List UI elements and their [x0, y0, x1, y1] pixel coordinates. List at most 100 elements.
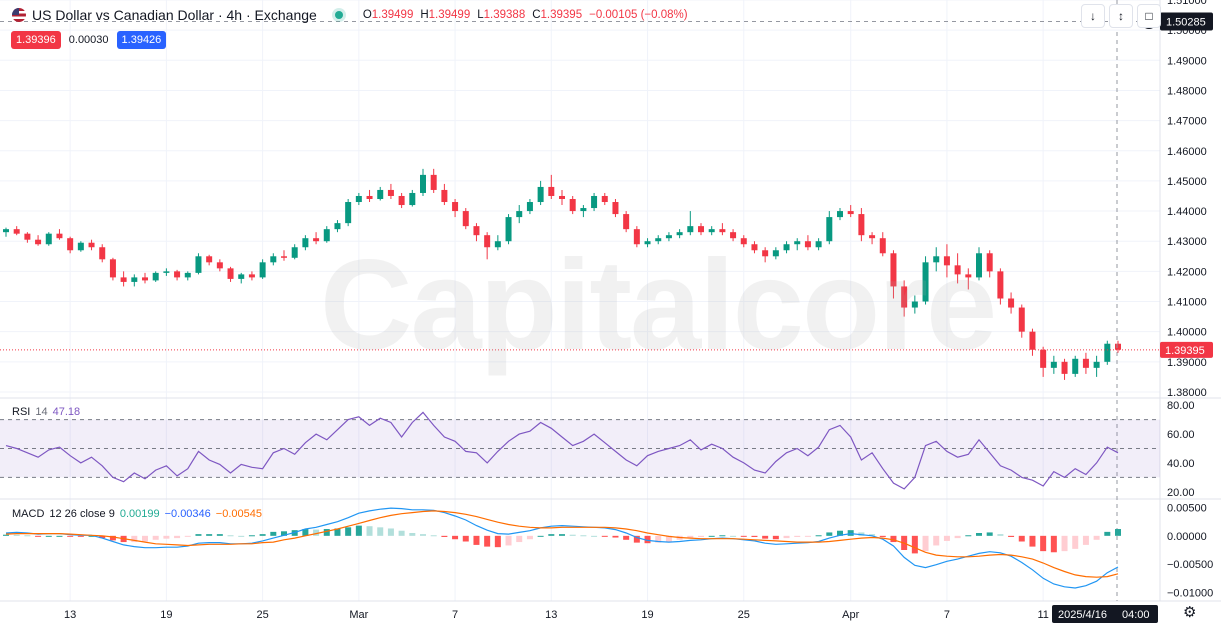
macd-legend[interactable]: MACD 12 26 close 9 0.00199 −0.00346 −0.0…	[12, 508, 262, 520]
macd-histogram-bar	[922, 535, 929, 552]
candle-body	[270, 256, 277, 263]
buy-price-button[interactable]: 1.39426	[116, 31, 167, 49]
macd-histogram-bar	[345, 527, 352, 536]
ohlc-readout: O1.39499 H1.39499 L1.39388 C1.39395 −0.0…	[363, 9, 688, 21]
macd-histogram-bar	[879, 535, 886, 537]
candle-body	[1040, 349, 1047, 368]
candle-body	[334, 223, 341, 230]
macd-histogram-bar	[1093, 535, 1100, 540]
candle-body	[248, 274, 255, 278]
candle-body	[526, 202, 533, 212]
macd-histogram-bar	[334, 528, 341, 536]
candle-body	[676, 232, 683, 236]
candle-body	[345, 202, 352, 224]
cursor-date-tag	[1052, 605, 1158, 623]
time-tick-label: 25	[256, 609, 268, 621]
macd-line	[5, 507, 1119, 589]
candle-body	[922, 262, 929, 302]
candle-body	[302, 238, 309, 248]
price-tick-label: 1.51000	[1167, 0, 1207, 7]
macd-histogram-bar	[13, 534, 20, 536]
candle-body	[537, 186, 544, 203]
candle-body	[772, 250, 779, 257]
macd-histogram-bar	[152, 535, 159, 540]
candle-body	[591, 195, 598, 209]
macd-histogram-bar	[698, 535, 704, 537]
candle-body	[366, 195, 373, 199]
candle-body	[398, 195, 405, 206]
macd-histogram-bar	[976, 533, 982, 536]
fullscreen-icon[interactable]: □	[1137, 4, 1161, 28]
candle-body	[655, 238, 662, 242]
candle-body	[826, 217, 833, 242]
macd-histogram-bar	[623, 535, 630, 540]
crosshair-price-label: 1.50285	[1166, 17, 1206, 29]
macd-histogram-value: 0.00199	[119, 508, 160, 520]
rsi-tick-label: 60.00	[1167, 429, 1195, 441]
time-tick-label: 25	[738, 609, 750, 621]
macd-histogram-bar	[911, 535, 918, 554]
candle-body	[88, 242, 95, 248]
price-tick-label: 1.42000	[1167, 266, 1207, 278]
candle-body	[601, 195, 608, 203]
sell-price-button[interactable]: 1.39396	[11, 31, 61, 49]
candle-body	[227, 268, 234, 279]
rsi-legend[interactable]: RSI 14 47.18	[12, 406, 80, 418]
candle-body	[997, 271, 1004, 299]
macd-histogram-bar	[142, 535, 148, 542]
macd-tick-label: −0.00500	[1167, 559, 1213, 571]
candle-body	[1104, 343, 1111, 362]
high-value: 1.39499	[428, 9, 471, 21]
rsi-tick-label: 40.00	[1167, 458, 1195, 470]
candle-body	[740, 238, 747, 245]
macd-histogram-bar	[1072, 535, 1079, 549]
macd-signal-line	[5, 510, 1119, 578]
low-key: L	[477, 9, 484, 21]
collapse-icon[interactable]: ↕	[1109, 4, 1133, 28]
candle-body	[1050, 361, 1057, 368]
candle-body	[1115, 343, 1121, 350]
candle-body	[516, 211, 523, 218]
macd-histogram-bar	[665, 535, 672, 542]
candle-body	[719, 229, 726, 233]
macd-histogram-bar	[270, 531, 277, 536]
candle-body	[120, 277, 127, 282]
candle-body	[152, 272, 159, 281]
candle-body	[323, 229, 330, 242]
candle-body	[804, 241, 811, 248]
candle-body	[184, 272, 191, 278]
candle-body	[131, 277, 138, 282]
macd-histogram-bar	[99, 535, 106, 539]
candle-body	[1061, 361, 1068, 374]
macd-histogram-bar	[1061, 535, 1068, 552]
candle-body	[174, 271, 181, 278]
change-value: −0.00105 (−0.08%)	[589, 9, 688, 21]
candle-body	[762, 250, 769, 257]
candle-body	[35, 239, 42, 245]
gear-icon[interactable]: ⚙	[1183, 604, 1197, 621]
price-tick-label: 1.43000	[1167, 236, 1207, 248]
candle-body	[901, 286, 908, 308]
arrow-down-icon[interactable]: ↓	[1081, 4, 1105, 28]
candle-body	[291, 247, 298, 258]
macd-params: 12 26 close 9	[49, 508, 115, 520]
candle-body	[462, 211, 469, 227]
symbol-title[interactable]: US Dollar vs Canadian Dollar · 4h · Exch…	[32, 7, 317, 23]
macd-histogram-bar	[238, 535, 245, 537]
macd-histogram-bar	[248, 535, 255, 537]
macd-histogram-bar	[943, 535, 950, 541]
macd-histogram-bar	[601, 535, 608, 537]
candle-body	[580, 208, 587, 212]
macd-histogram-bar	[163, 535, 170, 539]
candle-body	[730, 232, 737, 239]
candle-body	[142, 277, 148, 281]
close-value: 1.39395	[540, 9, 583, 21]
candle-body	[1072, 358, 1079, 374]
macd-histogram-bar	[77, 535, 84, 537]
time-tick-label: 7	[452, 609, 458, 621]
candle-body	[259, 262, 266, 278]
macd-histogram-bar	[195, 534, 202, 536]
cursor-date-label: 2025/4/16	[1058, 609, 1107, 621]
macd-histogram-bar	[281, 531, 287, 536]
